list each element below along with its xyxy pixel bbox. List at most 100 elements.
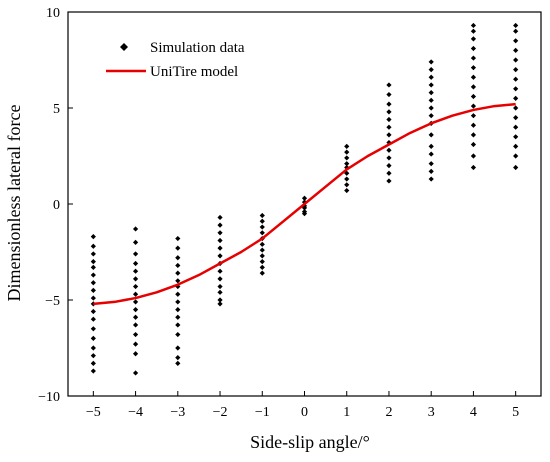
data-point [132, 341, 139, 347]
y-tick-label: 5 [53, 102, 60, 117]
data-point [259, 212, 265, 219]
data-point [344, 187, 350, 194]
data-point [259, 259, 265, 265]
data-point [386, 109, 392, 115]
data-point [132, 322, 139, 328]
data-point [217, 230, 223, 236]
data-point [259, 230, 265, 236]
data-point [175, 245, 181, 251]
data-point [217, 222, 223, 228]
data-point [259, 241, 265, 247]
data-point [132, 299, 139, 305]
data-point [386, 163, 392, 169]
data-point [428, 59, 434, 65]
data-point [90, 234, 96, 240]
data-point [513, 86, 519, 92]
x-tick-label: 1 [343, 405, 350, 420]
data-point [344, 164, 350, 171]
data-point [428, 161, 434, 167]
data-point [344, 155, 350, 161]
data-point [470, 93, 477, 100]
data-point [217, 297, 223, 303]
data-point [132, 291, 139, 297]
data-point [470, 36, 477, 42]
data-point [428, 143, 434, 149]
data-point [513, 134, 519, 140]
data-point [175, 314, 181, 320]
data-point [90, 308, 96, 315]
data-point [175, 355, 181, 361]
data-point [217, 245, 223, 251]
data-point [259, 224, 265, 230]
data-point [513, 115, 519, 121]
data-point [386, 132, 392, 138]
legend: Simulation data UniTire model [106, 40, 245, 80]
y-tick-label: 0 [53, 198, 60, 213]
data-point [90, 360, 96, 366]
data-point [470, 132, 477, 138]
data-point [90, 295, 96, 301]
x-tick-label: 0 [301, 405, 308, 420]
data-point [132, 314, 139, 320]
data-point [217, 301, 223, 307]
data-point [470, 164, 477, 171]
data-point [217, 237, 223, 244]
data-point [428, 113, 434, 119]
data-point [470, 65, 477, 71]
x-axis-title: Side-slip angle/° [250, 432, 370, 452]
legend-label-simulation-data: Simulation data [150, 40, 245, 56]
data-point [217, 268, 223, 274]
legend-marker-simulation-data [120, 43, 128, 51]
y-tick-label: −10 [38, 390, 60, 405]
data-point [90, 280, 96, 286]
data-point [175, 262, 181, 269]
data-point [259, 253, 265, 259]
data-point [90, 259, 96, 265]
data-point [428, 132, 434, 138]
data-point [428, 74, 434, 80]
data-point [132, 370, 139, 376]
data-point [513, 143, 519, 149]
x-tick-label: 4 [470, 405, 477, 420]
data-point [344, 161, 350, 167]
data-point [513, 22, 519, 29]
data-point [175, 322, 181, 328]
data-point [344, 170, 350, 176]
data-point [470, 113, 477, 119]
data-point [217, 253, 223, 259]
data-point [513, 164, 519, 171]
x-tick-label: −3 [170, 405, 185, 420]
data-point [259, 270, 265, 276]
data-point [513, 76, 519, 82]
data-point [90, 301, 96, 307]
legend-label-unitire-model: UniTire model [150, 64, 238, 80]
x-tick-label: −2 [213, 405, 228, 420]
data-point [90, 243, 96, 249]
data-point [386, 91, 392, 98]
data-point [470, 153, 477, 159]
data-point [344, 182, 350, 188]
data-point [513, 28, 519, 34]
x-tick-label: 5 [512, 405, 519, 420]
data-point [175, 291, 181, 297]
data-point [513, 105, 519, 111]
data-point [132, 260, 139, 267]
data-point [132, 268, 139, 274]
data-point [386, 116, 392, 123]
data-point [513, 67, 519, 73]
data-point [470, 103, 477, 109]
data-point [175, 299, 181, 305]
data-point [428, 168, 434, 174]
data-point [428, 82, 434, 88]
data-point [217, 283, 223, 290]
data-point [428, 151, 434, 157]
data-point [386, 82, 392, 88]
unitire-model-line [93, 102, 516, 306]
data-point [386, 170, 392, 176]
data-point [90, 264, 96, 270]
data-point [470, 55, 477, 61]
data-point [470, 74, 477, 80]
data-point [428, 97, 434, 103]
data-point [132, 226, 139, 232]
